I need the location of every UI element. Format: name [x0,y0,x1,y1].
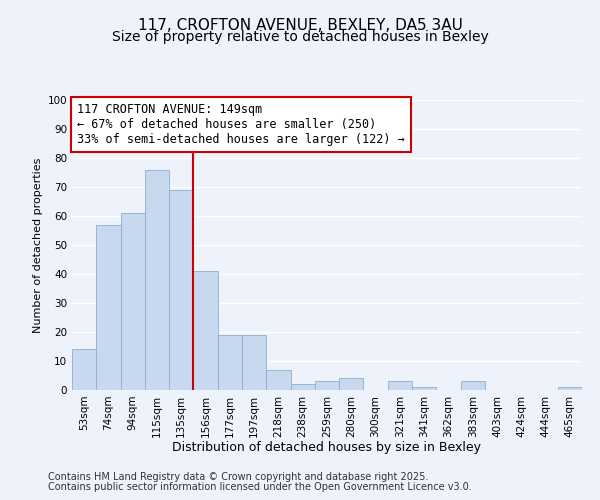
Bar [193,271,218,390]
Bar [218,335,242,390]
Bar [72,350,96,390]
Bar [145,170,169,390]
Text: Contains public sector information licensed under the Open Government Licence v3: Contains public sector information licen… [48,482,472,492]
Bar [461,382,485,390]
X-axis label: Distribution of detached houses by size in Bexley: Distribution of detached houses by size … [173,441,482,454]
Bar [339,378,364,390]
Bar [266,370,290,390]
Text: Contains HM Land Registry data © Crown copyright and database right 2025.: Contains HM Land Registry data © Crown c… [48,472,428,482]
Bar [412,387,436,390]
Bar [388,382,412,390]
Text: Size of property relative to detached houses in Bexley: Size of property relative to detached ho… [112,30,488,44]
Text: 117 CROFTON AVENUE: 149sqm
← 67% of detached houses are smaller (250)
33% of sem: 117 CROFTON AVENUE: 149sqm ← 67% of deta… [77,103,405,146]
Bar [558,387,582,390]
Bar [96,224,121,390]
Bar [169,190,193,390]
Text: 117, CROFTON AVENUE, BEXLEY, DA5 3AU: 117, CROFTON AVENUE, BEXLEY, DA5 3AU [137,18,463,32]
Y-axis label: Number of detached properties: Number of detached properties [34,158,43,332]
Bar [242,335,266,390]
Bar [121,213,145,390]
Bar [315,382,339,390]
Bar [290,384,315,390]
